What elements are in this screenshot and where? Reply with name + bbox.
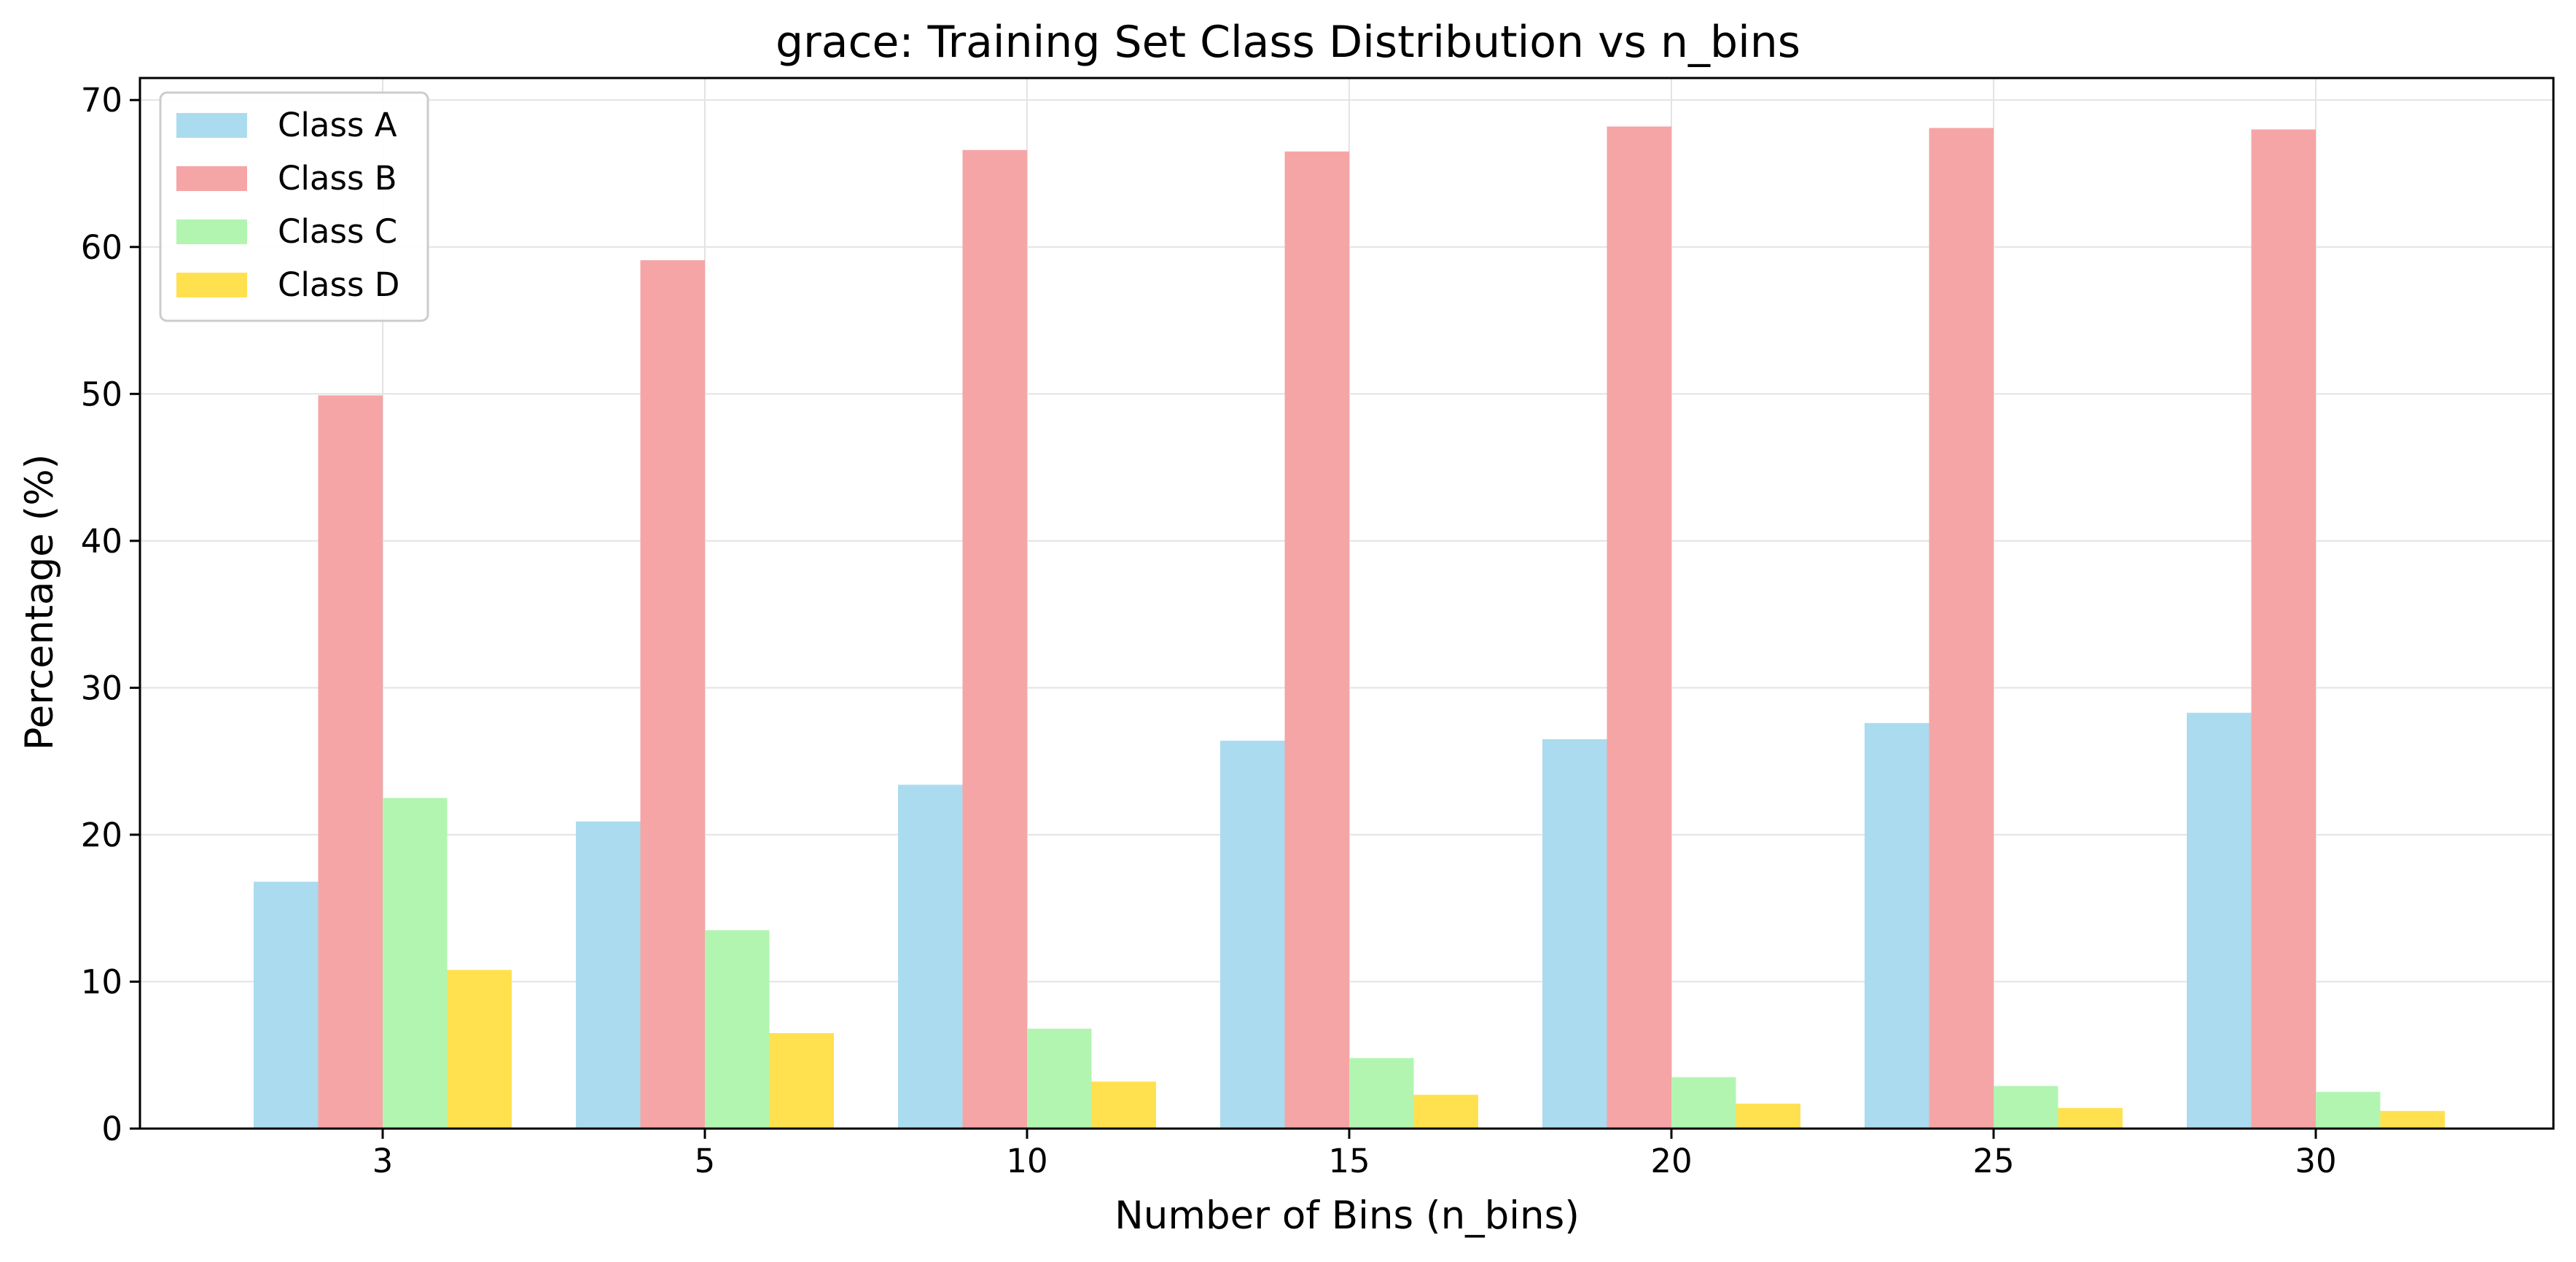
x-tick-label: 10 xyxy=(1006,1142,1047,1180)
bar-class-c-10 xyxy=(1027,1028,1092,1129)
x-tick-label: 3 xyxy=(372,1142,394,1180)
bars xyxy=(254,126,2445,1129)
bar-class-d-5 xyxy=(769,1033,834,1129)
x-tick-label: 5 xyxy=(695,1142,716,1180)
bar-class-b-15 xyxy=(1284,151,1349,1129)
bar-class-d-30 xyxy=(2380,1110,2445,1129)
bar-class-d-3 xyxy=(447,970,512,1129)
x-tick-label: 25 xyxy=(1972,1142,2014,1180)
bar-class-c-15 xyxy=(1349,1058,1414,1129)
bar-class-d-15 xyxy=(1413,1094,1478,1129)
y-tick-label: 0 xyxy=(101,1110,122,1148)
y-tick-label: 60 xyxy=(81,228,122,267)
bar-class-d-20 xyxy=(1736,1103,1800,1129)
x-axis-label: Number of Bins (n_bins) xyxy=(1115,1193,1580,1238)
x-tick-label: 15 xyxy=(1328,1142,1370,1180)
x-tick-label: 30 xyxy=(2295,1142,2336,1180)
y-tick-label: 40 xyxy=(81,522,122,561)
legend-swatch-class-d xyxy=(176,273,247,297)
bar-class-a-10 xyxy=(898,784,963,1129)
bar-class-a-25 xyxy=(1865,722,1929,1129)
plot-frame xyxy=(138,77,2555,1130)
bar-class-d-10 xyxy=(1091,1081,1156,1129)
bar-class-c-30 xyxy=(2316,1091,2381,1129)
legend-label: Class B xyxy=(278,159,397,198)
legend-swatch-class-b xyxy=(176,166,247,191)
chart-title: grace: Training Set Class Distribution v… xyxy=(776,17,1800,68)
y-tick-label: 70 xyxy=(81,81,122,120)
legend-box xyxy=(159,91,429,322)
bar-class-c-20 xyxy=(1671,1077,1736,1129)
bar-class-d-25 xyxy=(2058,1107,2123,1129)
legend: Class A Class B Class C Class D xyxy=(159,91,429,322)
legend-label: Class C xyxy=(278,212,397,251)
bar-class-b-25 xyxy=(1929,128,1994,1129)
y-axis: 0 10 20 30 40 50 60 70 xyxy=(81,81,140,1148)
bar-class-b-10 xyxy=(962,149,1027,1129)
y-tick-label: 30 xyxy=(81,669,122,707)
bar-class-c-25 xyxy=(1994,1086,2058,1129)
bar-class-a-15 xyxy=(1220,740,1285,1129)
bar-class-c-5 xyxy=(705,930,770,1129)
bar-class-b-30 xyxy=(2251,129,2316,1129)
x-tick-label: 20 xyxy=(1650,1142,1692,1180)
x-axis: 3 5 10 15 20 25 30 xyxy=(372,1129,2337,1180)
bar-class-b-20 xyxy=(1607,126,1671,1129)
y-tick-label: 20 xyxy=(81,816,122,854)
legend-label: Class A xyxy=(278,106,397,144)
y-axis-label: Percentage (%) xyxy=(17,454,62,751)
legend-swatch-class-a xyxy=(176,113,247,138)
bar-class-b-5 xyxy=(640,260,705,1129)
y-tick-label: 50 xyxy=(81,375,122,413)
bar-class-c-3 xyxy=(383,798,448,1129)
bar-class-a-20 xyxy=(1542,739,1607,1129)
legend-swatch-class-c xyxy=(176,219,247,244)
y-tick-label: 10 xyxy=(81,962,122,1001)
bar-class-a-3 xyxy=(254,881,319,1129)
bar-class-b-3 xyxy=(318,395,383,1129)
bar-class-a-5 xyxy=(576,821,641,1129)
bar-class-a-30 xyxy=(2187,712,2252,1129)
legend-label: Class D xyxy=(278,265,399,304)
